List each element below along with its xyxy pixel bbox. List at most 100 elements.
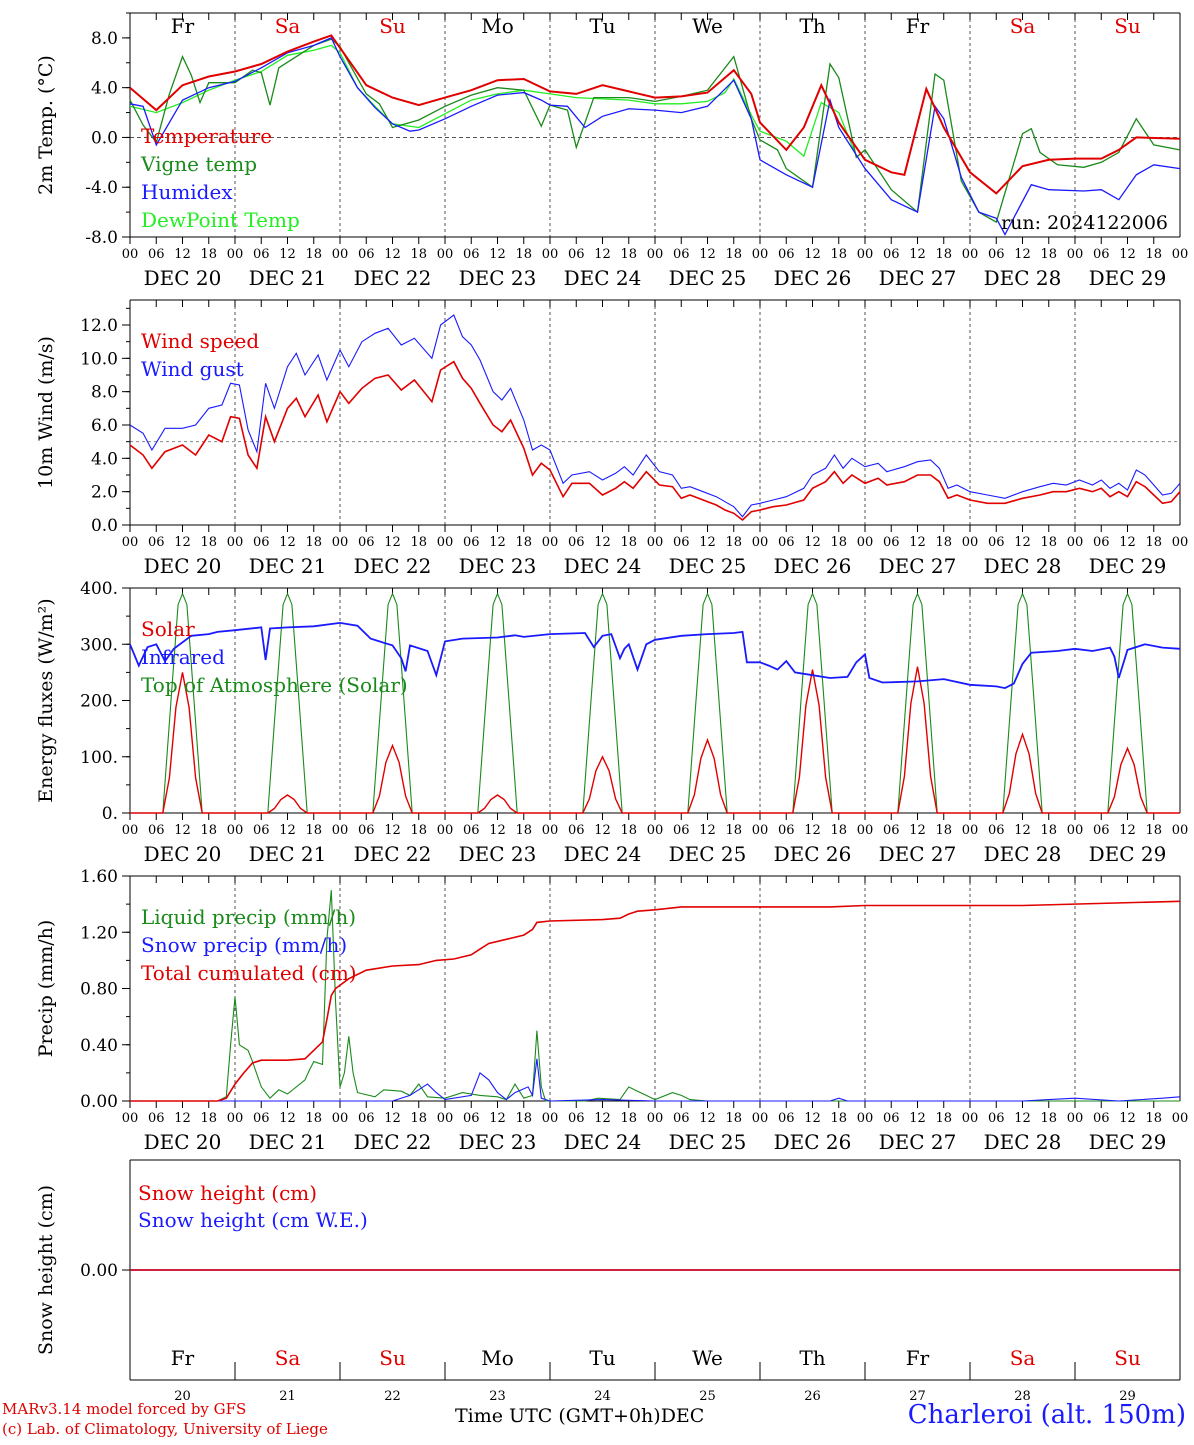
hour-tick-label: 12 bbox=[594, 535, 611, 550]
date-label: DEC 20 bbox=[144, 1130, 222, 1154]
series-line-wind-speed bbox=[129, 360, 1181, 522]
hour-tick-label: 06 bbox=[253, 535, 270, 550]
series-line-dewpoint-temp bbox=[129, 44, 857, 158]
series-line-infrared bbox=[129, 621, 1181, 690]
lab-credit: (c) Lab. of Climatology, University of L… bbox=[2, 1420, 328, 1438]
y-tick-label: 0. bbox=[102, 804, 118, 824]
date-label: DEC 26 bbox=[774, 554, 852, 578]
hour-tick-label: 06 bbox=[148, 535, 165, 550]
hour-tick-label: 06 bbox=[253, 823, 270, 838]
hour-tick-label: 00 bbox=[227, 1111, 244, 1126]
y-tick-label: 0.80 bbox=[80, 980, 118, 1000]
hour-tick-label: 18 bbox=[725, 823, 742, 838]
hour-tick-label: 12 bbox=[279, 1111, 296, 1126]
hour-tick-label: 00 bbox=[122, 823, 139, 838]
date-label: DEC 27 bbox=[879, 1130, 957, 1154]
date-label: DEC 21 bbox=[249, 842, 327, 866]
hour-tick-label: 06 bbox=[778, 823, 795, 838]
date-label: DEC 22 bbox=[354, 554, 432, 578]
hour-tick-label: 00 bbox=[542, 247, 559, 262]
date-label: DEC 25 bbox=[669, 1130, 747, 1154]
hour-tick-label: 12 bbox=[279, 535, 296, 550]
legend-liquid-precip-mm-h-: Liquid precip (mm/h) bbox=[141, 905, 356, 929]
hour-tick-label: 18 bbox=[830, 823, 847, 838]
weekday-label-bottom: Sa bbox=[1010, 1346, 1036, 1370]
date-label: DEC 24 bbox=[564, 554, 642, 578]
series-line-total-cumulated-cm- bbox=[130, 900, 1181, 1102]
y-tick-label: 8.0 bbox=[91, 29, 118, 49]
hour-tick-label: 18 bbox=[1040, 535, 1057, 550]
hour-tick-label: 00 bbox=[1067, 823, 1084, 838]
hour-tick-label: 18 bbox=[410, 535, 427, 550]
hour-tick-label: 06 bbox=[883, 823, 900, 838]
hour-tick-label: 18 bbox=[725, 1111, 742, 1126]
hour-tick-label: 18 bbox=[935, 1111, 952, 1126]
series-line-snow-precip-mm-h- bbox=[130, 1058, 1181, 1102]
hour-tick-label: 18 bbox=[935, 823, 952, 838]
hour-tick-label: 12 bbox=[279, 823, 296, 838]
hour-tick-label: 00 bbox=[647, 247, 664, 262]
date-label: DEC 23 bbox=[459, 554, 537, 578]
hour-tick-label: 18 bbox=[1145, 1111, 1162, 1126]
y-tick-label: 4.0 bbox=[91, 79, 118, 99]
hour-tick-label: 00 bbox=[1067, 1111, 1084, 1126]
hour-tick-label: 06 bbox=[988, 535, 1005, 550]
weekday-label: We bbox=[692, 14, 723, 38]
hour-tick-label: 18 bbox=[830, 247, 847, 262]
weekday-label-bottom: Fr bbox=[906, 1346, 930, 1370]
weekday-label: Mo bbox=[481, 14, 514, 38]
hour-tick-label: 00 bbox=[752, 1111, 769, 1126]
legend-humidex: Humidex bbox=[141, 180, 233, 204]
weekday-label-bottom: Tu bbox=[589, 1346, 615, 1370]
hour-tick-label: 12 bbox=[804, 823, 821, 838]
y-tick-label: 6.0 bbox=[91, 416, 118, 436]
hour-tick-label: 00 bbox=[1172, 247, 1189, 262]
hour-tick-label: 18 bbox=[1145, 823, 1162, 838]
hour-tick-label: 00 bbox=[647, 1111, 664, 1126]
date-label: DEC 24 bbox=[564, 842, 642, 866]
hour-tick-label: 12 bbox=[804, 535, 821, 550]
hour-tick-label: 12 bbox=[1014, 247, 1031, 262]
hour-tick-label: 18 bbox=[620, 535, 637, 550]
hour-tick-label: 18 bbox=[305, 823, 322, 838]
hour-tick-label: 06 bbox=[883, 1111, 900, 1126]
hour-tick-label: 06 bbox=[253, 1111, 270, 1126]
energy-panel: 00 06 12 18 DEC 20 00 06 12 18 DEC 21 00 06 12 18 DEC … bbox=[35, 579, 1188, 866]
hour-tick-label: 18 bbox=[620, 823, 637, 838]
hour-tick-label: 06 bbox=[463, 823, 480, 838]
y-axis-label: Precip (mm/h) bbox=[35, 920, 57, 1058]
weekday-label: Fr bbox=[906, 14, 930, 38]
date-label: DEC 26 bbox=[774, 1130, 852, 1154]
hour-tick-label: 00 bbox=[752, 535, 769, 550]
hour-tick-label: 00 bbox=[332, 823, 349, 838]
weekday-label-bottom: Fr bbox=[171, 1346, 195, 1370]
date-label: DEC 20 bbox=[144, 554, 222, 578]
hour-tick-label: 18 bbox=[1040, 247, 1057, 262]
y-tick-label: 200. bbox=[80, 692, 118, 712]
hour-tick-label: 12 bbox=[1119, 535, 1136, 550]
date-label: DEC 21 bbox=[249, 554, 327, 578]
day-number-label: 22 bbox=[384, 1389, 401, 1404]
hour-tick-label: 12 bbox=[1119, 823, 1136, 838]
day-number-label: 28 bbox=[1014, 1389, 1031, 1404]
hour-tick-label: 12 bbox=[489, 823, 506, 838]
hour-tick-label: 12 bbox=[909, 535, 926, 550]
weekday-label-bottom: Mo bbox=[481, 1346, 514, 1370]
hour-tick-label: 00 bbox=[332, 535, 349, 550]
day-number-label: 21 bbox=[279, 1389, 296, 1404]
hour-tick-label: 12 bbox=[174, 1111, 191, 1126]
hour-tick-label: 06 bbox=[1093, 1111, 1110, 1126]
hour-tick-label: 18 bbox=[725, 535, 742, 550]
y-tick-label: 0.00 bbox=[80, 1092, 118, 1112]
hour-tick-label: 12 bbox=[384, 1111, 401, 1126]
hour-tick-label: 12 bbox=[489, 1111, 506, 1126]
hour-tick-label: 18 bbox=[200, 823, 217, 838]
hour-tick-label: 06 bbox=[358, 535, 375, 550]
hour-tick-label: 06 bbox=[463, 1111, 480, 1126]
hour-tick-label: 18 bbox=[305, 247, 322, 262]
precip-panel: 00 06 12 18 DEC 20 00 06 12 18 DEC 21 00 06 12 18 DEC … bbox=[35, 867, 1188, 1154]
date-label: DEC 25 bbox=[669, 266, 747, 290]
y-tick-label: 8.0 bbox=[91, 383, 118, 403]
hour-tick-label: 06 bbox=[988, 247, 1005, 262]
